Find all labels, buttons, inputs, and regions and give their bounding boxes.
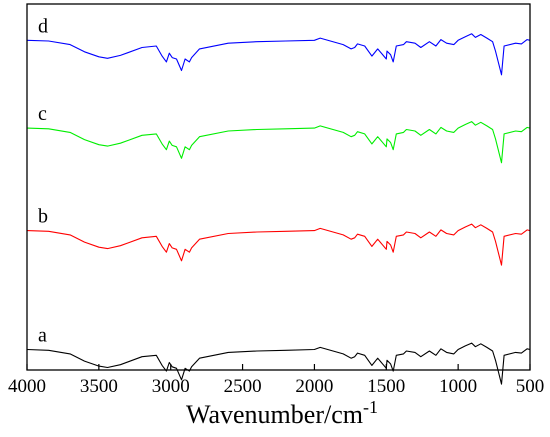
x-tick-label: 1000 bbox=[439, 376, 477, 397]
series-line-a bbox=[26, 342, 531, 385]
x-axis-title-superscript: -1 bbox=[363, 397, 378, 417]
plot-frame bbox=[26, 3, 531, 371]
series-label-layer: a b c d bbox=[38, 15, 48, 346]
series-label-d: d bbox=[38, 15, 48, 37]
x-tick-label: 3000 bbox=[152, 376, 190, 397]
x-tick-label: 4000 bbox=[8, 376, 46, 397]
x-tick-label: 500 bbox=[516, 376, 545, 397]
x-tick-label: 2000 bbox=[295, 376, 333, 397]
x-axis-title: Wavenumber/cm-1 bbox=[186, 397, 378, 429]
series-label-c: c bbox=[38, 103, 47, 125]
x-tick-label: 3500 bbox=[80, 376, 118, 397]
series-line-c bbox=[26, 121, 531, 164]
x-axis: 4000 3500 3000 2500 2000 1500 1000 500 bbox=[8, 364, 544, 397]
series-label-a: a bbox=[38, 325, 47, 347]
x-axis-title-text: Wavenumber/cm bbox=[186, 400, 363, 429]
series-line-b bbox=[26, 223, 531, 266]
series-line-d bbox=[26, 33, 531, 76]
x-tick-label: 1500 bbox=[367, 376, 405, 397]
series-layer bbox=[26, 33, 531, 385]
series-label-b: b bbox=[38, 206, 48, 228]
x-tick-label: 2500 bbox=[224, 376, 262, 397]
